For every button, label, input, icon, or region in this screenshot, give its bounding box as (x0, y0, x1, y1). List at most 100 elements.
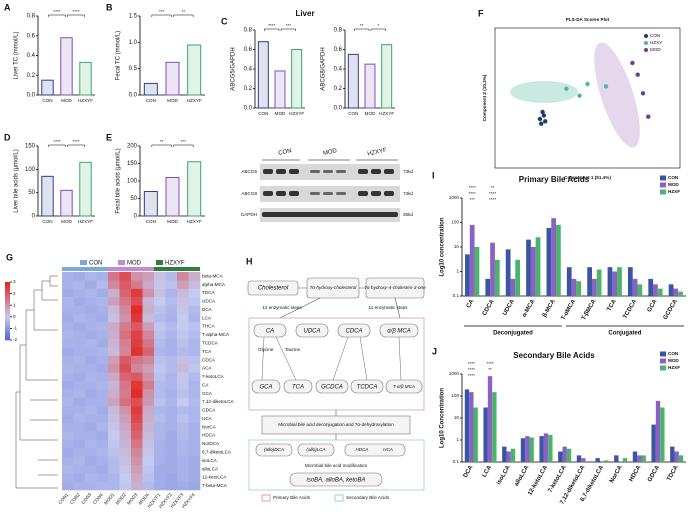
panel-label: H (246, 256, 253, 266)
heatmap-cell (131, 313, 143, 323)
node-label: TCDCA (357, 385, 378, 391)
significance-label: *** (469, 197, 475, 202)
heatmap-cell (73, 272, 86, 281)
row-label: UDCA (202, 299, 216, 304)
heatmap-cell (108, 389, 120, 399)
bar (637, 284, 643, 296)
heatmap-cell (85, 406, 97, 415)
reagent-label: Taurine (285, 347, 301, 352)
heatmap-cell (154, 364, 166, 373)
heatmap-cell (142, 372, 155, 382)
heatmap-cell (73, 355, 86, 365)
row-label: TDCA (202, 290, 215, 295)
significance-bracket (173, 14, 194, 17)
heatmap-cell (188, 431, 201, 440)
bar (670, 446, 675, 462)
y-tick-label: 1000 (449, 371, 460, 376)
bar (510, 278, 516, 296)
bar (187, 161, 202, 217)
significance-label: **** (489, 191, 496, 196)
heatmap-cell (96, 439, 109, 449)
colorbar-segment (5, 297, 10, 300)
legend-swatch (660, 358, 666, 364)
heatmap-cell (108, 339, 120, 348)
heatmap-cell (62, 330, 74, 340)
heatmap-cell (62, 397, 74, 407)
heatmap-cell (188, 305, 201, 315)
bar (657, 288, 663, 296)
point (537, 116, 543, 122)
row-label: CDCA (202, 357, 216, 362)
colorbar-segment (5, 330, 10, 333)
column-label: CON4 (92, 492, 104, 505)
bar (492, 392, 497, 462)
heatmap-cell (62, 456, 74, 466)
panel-label: D (4, 132, 11, 142)
point (603, 84, 609, 89)
heatmap-cell (119, 330, 132, 340)
significance-bracket (280, 28, 296, 31)
bar (604, 460, 609, 462)
bar (678, 291, 683, 296)
heatmap-cell (131, 439, 143, 449)
heatmap-cell (62, 297, 74, 306)
heatmap-cell (165, 280, 178, 290)
heatmap-cell (62, 464, 74, 474)
heatmap-cell (73, 431, 86, 440)
heatmap-cell (108, 322, 120, 331)
heatmap-cell (85, 313, 97, 323)
heatmap-cell (177, 330, 189, 340)
significance-label: ** (360, 23, 364, 28)
x-tick-label: CON (348, 111, 358, 116)
blot-group: MOD (323, 148, 339, 157)
heatmap-cell (96, 397, 109, 407)
x-tick-label: HDCA (629, 464, 643, 483)
heatmap-cell (131, 473, 143, 482)
heatmap-cell (85, 355, 97, 365)
x-tick-label: MOD (365, 111, 376, 116)
colorbar-segment (5, 336, 10, 339)
y-tick-label: 0.0 (244, 106, 253, 112)
colorbar-segment (5, 312, 10, 316)
bar (660, 407, 665, 462)
bar (614, 455, 619, 462)
heatmap-cell (131, 330, 143, 340)
heatmap-cell (142, 297, 155, 306)
heatmap-cell (188, 422, 201, 432)
bar (548, 434, 553, 462)
heatmap-cell (165, 439, 178, 449)
node-label: T-α/β MCA (393, 384, 415, 389)
blot-protein: GAPDH (241, 212, 257, 217)
heatmap-cell (177, 406, 189, 415)
heatmap-cell (142, 272, 155, 281)
legend-swatch (660, 175, 666, 181)
bar (79, 61, 92, 96)
significance-label: **** (468, 361, 475, 366)
significance-label: ** (182, 9, 186, 14)
significance-label: **** (469, 191, 476, 196)
node-label: HCA (383, 447, 393, 452)
point (540, 109, 545, 115)
heatmap-cell (165, 431, 178, 440)
heatmap-cell (85, 297, 97, 306)
bar (485, 278, 491, 296)
group-bar (62, 267, 108, 271)
heatmap-cell (96, 422, 109, 432)
colorbar-segment (5, 328, 10, 331)
bar (612, 271, 618, 296)
row-label: HDCA (202, 433, 216, 438)
heatmap-cell (73, 464, 86, 474)
bar (655, 400, 661, 462)
x-tick-label: T-βMCA (581, 298, 598, 321)
heatmap-cell (108, 330, 120, 340)
heatmap-cell (154, 330, 166, 340)
legend-label: MOD (668, 182, 679, 187)
x-tick-label: 12-ketoLCA (527, 464, 549, 496)
heatmap-cell (142, 456, 155, 466)
heatmap-cell (96, 406, 109, 415)
heatmap-cell (188, 414, 201, 424)
colorbar-label: -2 (13, 337, 18, 342)
y-tick-label: 0 (32, 214, 36, 220)
heatmap-cell (177, 280, 189, 290)
x-tick-label: CON (146, 98, 156, 103)
